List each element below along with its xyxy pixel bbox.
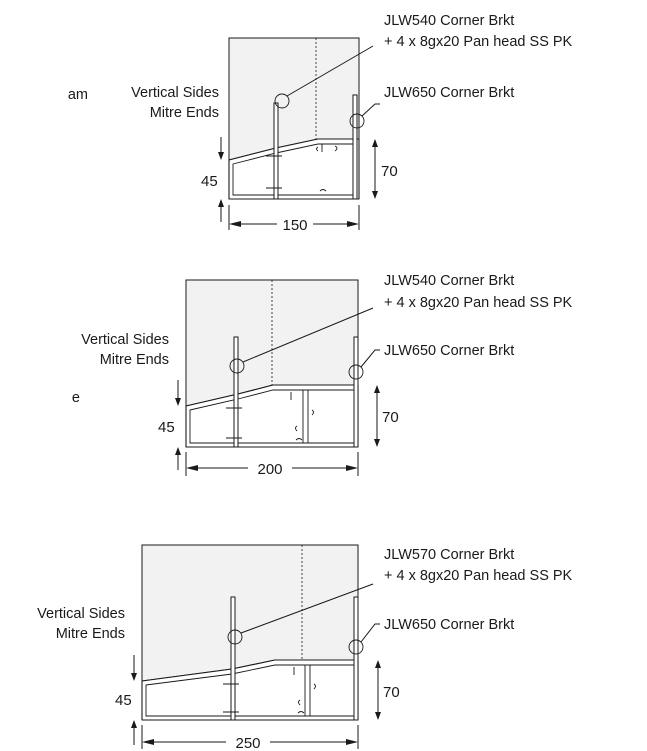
dim-45-arrow-top (131, 673, 137, 681)
dim-width-arrow-right (346, 739, 358, 745)
dim-70-arrow-top (374, 385, 380, 393)
dim-low-height: 45 (201, 173, 218, 190)
leader-right (361, 103, 380, 117)
corner-bracket-left (273, 102, 279, 200)
profile-lip (316, 144, 338, 192)
dim-width: 150 (282, 217, 307, 234)
side-label-line2: Mitre Ends (100, 352, 169, 368)
leader-top (242, 307, 374, 363)
callout-circle-top (229, 358, 245, 374)
corner-bracket-right (353, 336, 359, 448)
corner-bracket-right (353, 596, 359, 721)
dim-45-arrow-bottom (218, 199, 224, 207)
callout-circle-right (348, 639, 364, 655)
detail-200: JLW540 Corner Brkt + 4 x 8gx20 Pan head … (81, 273, 572, 478)
dim-70-arrow-bottom (372, 191, 378, 199)
callout-top-line1: JLW570 Corner Brkt (384, 547, 514, 563)
corner-bracket-left (230, 596, 236, 721)
side-label-line2: Mitre Ends (150, 105, 219, 121)
leader-right (360, 623, 380, 643)
dim-45-arrow-bottom (175, 447, 181, 455)
callout-circle-right (348, 364, 364, 380)
detail-150: JLW540 Corner Brkt + 4 x 8gx20 Pan head … (131, 13, 572, 234)
dim-45-arrow-top (218, 152, 224, 160)
dim-45-arrow-bottom (131, 720, 137, 728)
dim-45-arrow-top (175, 398, 181, 406)
dim-70-arrow-top (375, 660, 381, 668)
leader-top (286, 45, 374, 97)
callout-top-line2: + 4 x 8gx20 Pan head SS PK (384, 34, 573, 50)
dim-width-arrow-left (229, 221, 241, 227)
leader-top (240, 583, 374, 634)
corner-bracket-right (352, 94, 358, 200)
dim-high-height: 70 (382, 409, 399, 426)
detail-250: JLW570 Corner Brkt + 4 x 8gx20 Pan head … (37, 544, 573, 751)
screw-marks (226, 407, 242, 439)
callout-right: JLW650 Corner Brkt (384, 85, 514, 101)
dim-low-height: 45 (115, 692, 132, 709)
callout-top-line2: + 4 x 8gx20 Pan head SS PK (384, 295, 573, 311)
callout-right: JLW650 Corner Brkt (384, 343, 514, 359)
dim-width: 200 (257, 461, 282, 478)
profile-webs (290, 390, 314, 443)
callout-top-line1: JLW540 Corner Brkt (384, 273, 514, 289)
dim-70-arrow-bottom (374, 439, 380, 447)
partial-text-middle: e (72, 390, 80, 406)
callout-circle-top (227, 629, 243, 645)
dim-high-height: 70 (383, 684, 400, 701)
dim-low-height: 45 (158, 419, 175, 436)
dim-high-height: 70 (381, 163, 398, 180)
callout-circle-right (349, 113, 365, 129)
screw-marks (223, 683, 239, 713)
callout-circle-top (274, 93, 290, 109)
corner-bracket-left (233, 336, 239, 448)
profile-webs (293, 665, 316, 716)
dim-width: 250 (235, 735, 260, 751)
leader-right (360, 349, 380, 368)
side-label-line2: Mitre Ends (56, 626, 125, 642)
dim-width-arrow-right (346, 465, 358, 471)
screw-marks (266, 155, 282, 189)
dim-width-arrow-left (142, 739, 154, 745)
side-label-line1: Vertical Sides (37, 606, 125, 622)
side-label-line1: Vertical Sides (81, 332, 169, 348)
dim-width-arrow-left (186, 465, 198, 471)
dim-width-arrow-right (347, 221, 359, 227)
dim-70-arrow-bottom (375, 712, 381, 720)
callout-top-line2: + 4 x 8gx20 Pan head SS PK (384, 568, 573, 584)
dim-70-arrow-top (372, 139, 378, 147)
callout-right: JLW650 Corner Brkt (384, 617, 514, 633)
partial-text-top: am (68, 87, 88, 103)
callout-top-line1: JLW540 Corner Brkt (384, 13, 514, 29)
side-label-line1: Vertical Sides (131, 85, 219, 101)
